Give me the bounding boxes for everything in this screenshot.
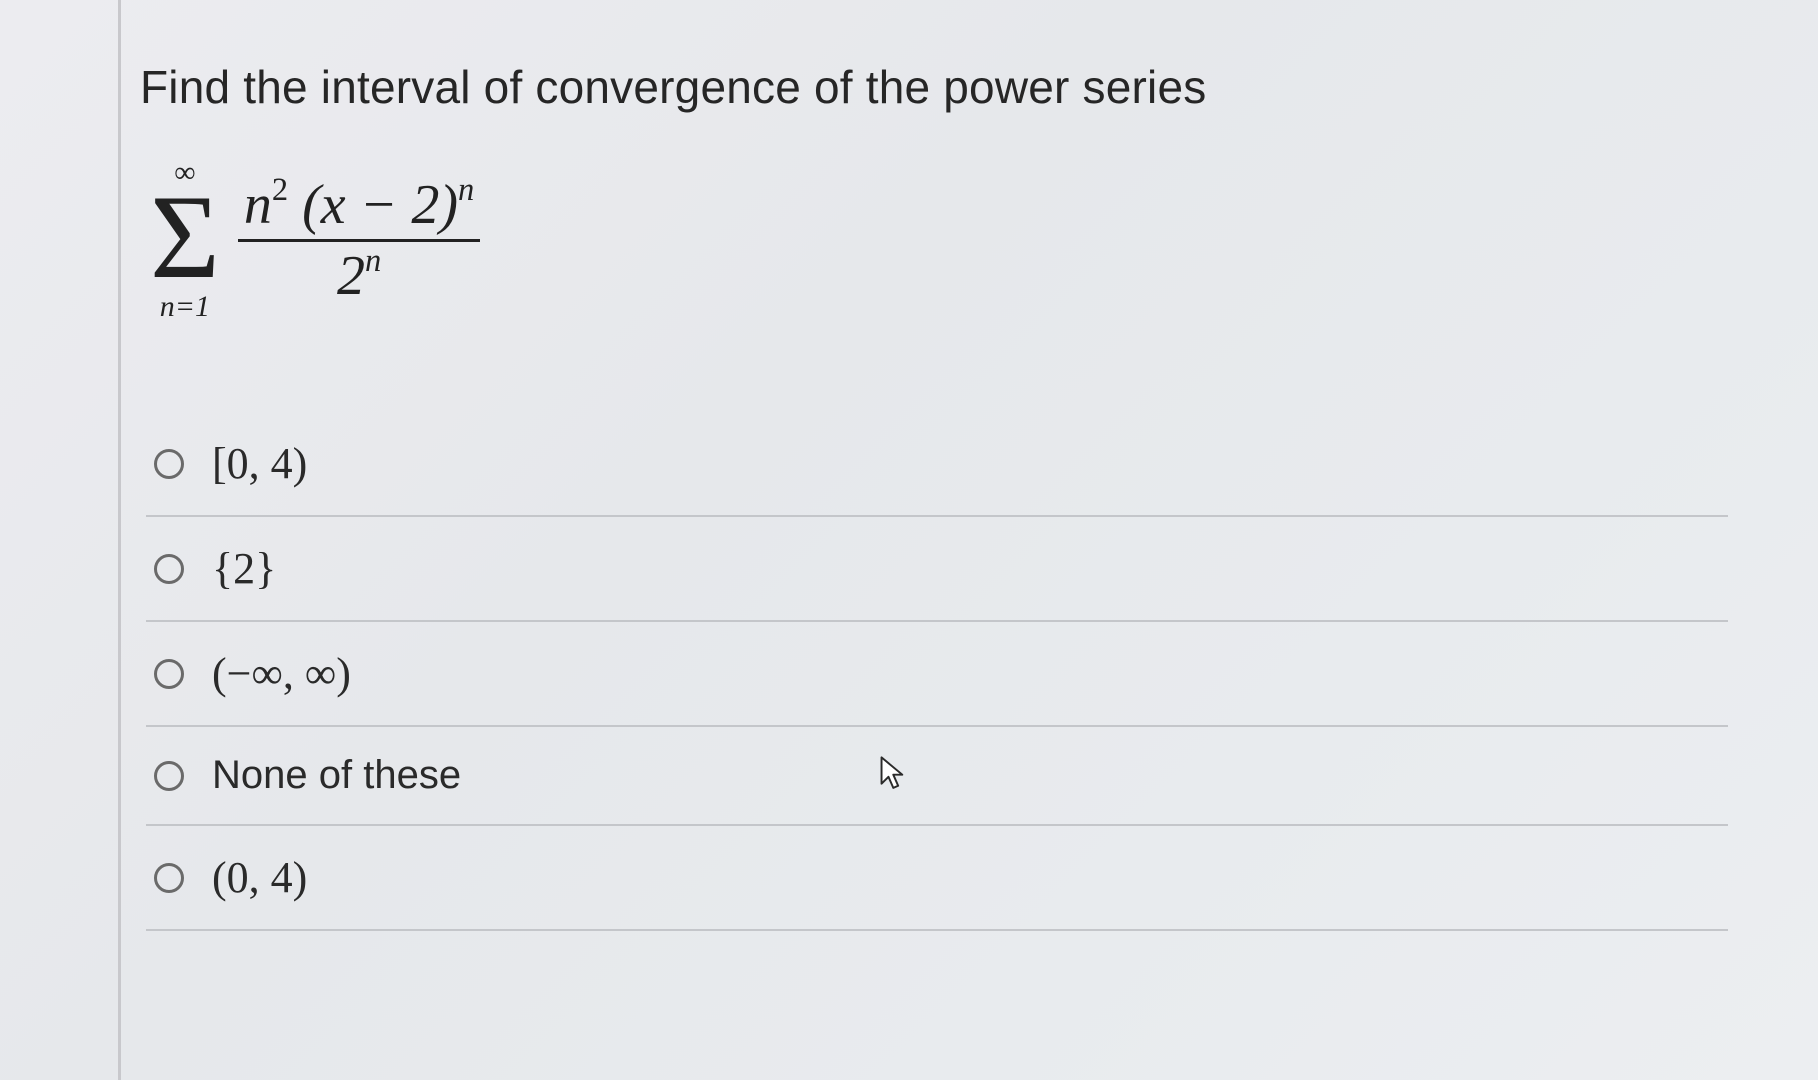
option-label: (−∞, ∞) xyxy=(212,648,351,699)
answer-option-2[interactable]: (−∞, ∞) xyxy=(146,622,1728,727)
radio-button[interactable] xyxy=(154,554,184,584)
answer-option-4[interactable]: (0, 4) xyxy=(146,826,1728,931)
radio-button[interactable] xyxy=(154,659,184,689)
left-margin-line xyxy=(118,0,121,1080)
power-series-formula: ∞ Σ n=1 n2 (x − 2)n 2n xyxy=(150,158,1728,322)
answer-options: [0, 4) {2} (−∞, ∞) None of these (0, 4) xyxy=(146,412,1728,931)
radio-button[interactable] xyxy=(154,863,184,893)
mouse-cursor-icon xyxy=(880,756,908,792)
answer-option-0[interactable]: [0, 4) xyxy=(146,412,1728,517)
option-label: [0, 4) xyxy=(212,438,307,489)
fraction: n2 (x − 2)n 2n xyxy=(238,177,480,304)
answer-option-1[interactable]: {2} xyxy=(146,517,1728,622)
radio-button[interactable] xyxy=(154,449,184,479)
radio-button[interactable] xyxy=(154,761,184,791)
question-page: Find the interval of convergence of the … xyxy=(0,0,1818,1080)
question-prompt: Find the interval of convergence of the … xyxy=(140,60,1728,114)
fraction-denominator: 2n xyxy=(337,242,381,304)
sigma-lower-index: n=1 xyxy=(160,292,210,322)
option-label: (0, 4) xyxy=(212,852,307,903)
option-label: {2} xyxy=(212,543,276,594)
sigma-block: ∞ Σ n=1 xyxy=(150,158,220,322)
answer-option-3[interactable]: None of these xyxy=(146,727,1728,826)
sigma-symbol: Σ xyxy=(150,186,220,288)
fraction-numerator: n2 (x − 2)n xyxy=(238,177,480,242)
option-label: None of these xyxy=(212,753,461,798)
